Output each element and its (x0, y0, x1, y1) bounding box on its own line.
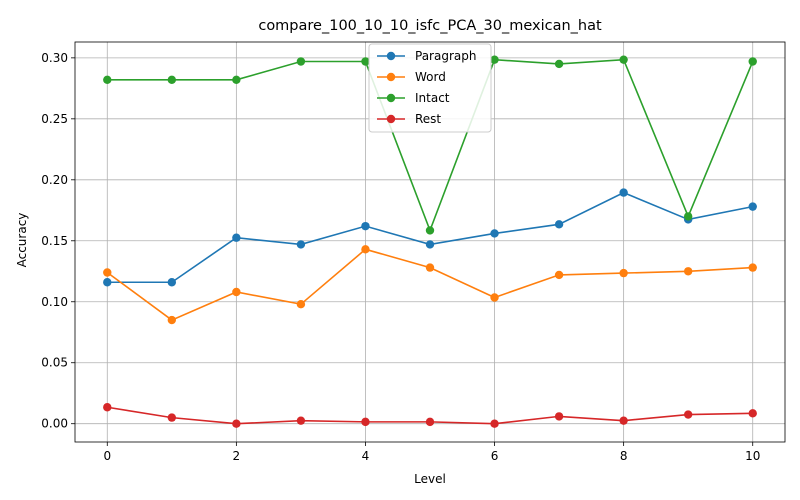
legend: Paragraph Word Intact Rest (368, 43, 492, 133)
data-point-intact (167, 75, 177, 85)
data-point-paragraph (490, 229, 499, 238)
series-layer (103, 55, 757, 428)
data-point-rest (683, 410, 693, 419)
data-point-intact (425, 226, 435, 235)
data-point-word (232, 287, 241, 297)
legend-item-word: Word (377, 70, 446, 84)
data-point-rest (425, 417, 435, 427)
legend-marker-rest (386, 114, 396, 124)
data-point-intact (361, 57, 370, 66)
legend-item-intact: Intact (377, 91, 450, 105)
y-tick-label: 0.00 (41, 417, 68, 431)
data-point-intact (103, 75, 112, 85)
data-point-rest (167, 413, 177, 422)
y-tick-label: 0.20 (41, 173, 68, 187)
data-point-word (619, 268, 628, 278)
x-tick-label: 10 (745, 449, 760, 463)
data-point-rest (296, 416, 306, 425)
data-point-rest (619, 416, 628, 425)
data-point-word (490, 293, 499, 302)
data-point-intact (232, 75, 241, 85)
legend-marker-intact (386, 93, 396, 103)
data-point-intact (490, 55, 499, 64)
data-point-paragraph (167, 278, 177, 287)
series-paragraph (103, 188, 757, 287)
data-point-rest (554, 412, 564, 421)
y-tick-label: 0.15 (41, 234, 68, 248)
y-tick-label: 0.30 (41, 51, 68, 65)
data-point-paragraph (554, 220, 564, 229)
data-point-rest (361, 417, 370, 427)
data-point-word (103, 268, 112, 277)
data-point-paragraph (361, 221, 370, 231)
data-point-word (296, 299, 306, 309)
data-point-intact (296, 57, 306, 66)
data-point-paragraph (232, 233, 241, 242)
y-tick-label: 0.05 (41, 356, 68, 370)
data-point-rest (232, 419, 241, 428)
data-point-word (361, 245, 370, 254)
series-intact (103, 55, 757, 235)
data-point-rest (748, 409, 757, 418)
legend-label-rest: Rest (415, 112, 441, 126)
data-point-paragraph (425, 240, 435, 249)
legend-item-paragraph: Paragraph (377, 49, 476, 63)
x-tick-label: 6 (491, 449, 499, 463)
legend-box (368, 43, 492, 133)
data-point-intact (748, 57, 757, 66)
legend-marker-paragraph (386, 51, 396, 61)
legend-marker-word (386, 72, 396, 82)
data-point-word (554, 270, 564, 280)
chart-title: compare_100_10_10_isfc_PCA_30_mexican_ha… (258, 18, 602, 34)
x-tick-label: 0 (103, 449, 111, 463)
x-tick-label: 4 (362, 449, 370, 463)
data-point-word (425, 263, 435, 272)
y-axis-title: Accuracy (15, 213, 29, 268)
legend-label-word: Word (415, 70, 446, 84)
data-point-intact (554, 59, 564, 69)
legend-label-intact: Intact (415, 91, 450, 105)
series-rest (103, 403, 757, 428)
data-point-rest (103, 403, 112, 412)
x-axis-title: Level (414, 472, 446, 486)
x-tick-label: 2 (233, 449, 241, 463)
data-point-intact (619, 55, 628, 64)
x-tick-label: 8 (620, 449, 628, 463)
data-point-word (167, 315, 177, 325)
y-tick-label: 0.25 (41, 112, 68, 126)
data-point-paragraph (619, 188, 628, 197)
data-point-word (683, 267, 693, 276)
legend-item-rest: Rest (377, 112, 441, 126)
data-point-word (748, 263, 757, 272)
plot-frame (74, 41, 786, 443)
legend-label-paragraph: Paragraph (415, 49, 476, 63)
data-point-paragraph (103, 278, 112, 287)
data-point-intact (683, 212, 693, 221)
ticks: 0 2 4 6 8 10 0.00 0.05 0.10 0.15 0.20 0.25 0.30 (41, 51, 760, 463)
data-point-rest (490, 419, 499, 428)
series-word (103, 245, 757, 325)
data-point-paragraph (748, 202, 757, 211)
y-tick-label: 0.10 (41, 295, 68, 309)
data-point-paragraph (296, 240, 306, 249)
